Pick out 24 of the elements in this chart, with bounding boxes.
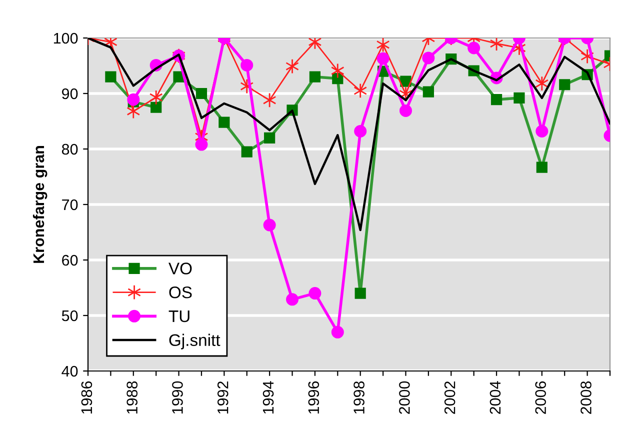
y-tick-label: 70 — [62, 199, 78, 210]
x-tick-label: 2002 — [444, 381, 456, 414]
y-tick-label: 90 — [62, 88, 78, 100]
legend-label: VO — [168, 262, 192, 274]
legend-label: TU — [168, 310, 190, 322]
x-tick-label: 1996 — [308, 381, 320, 414]
x-tick-label: 1992 — [217, 381, 228, 414]
y-tick-label: 60 — [62, 254, 78, 266]
x-tick-label: 2008 — [580, 381, 592, 414]
legend-label: Gj.snitt — [169, 334, 220, 350]
legend-label: OS — [169, 286, 192, 298]
y-tick-label: 80 — [62, 144, 78, 155]
y-tick-label: 40 — [62, 366, 78, 377]
x-tick-label: 1994 — [262, 381, 274, 414]
x-tick-label: 2000 — [399, 381, 410, 414]
y-tick-label: 50 — [62, 310, 78, 322]
x-tick-label: 1998 — [354, 381, 364, 414]
x-tick-label: 1990 — [172, 381, 183, 414]
y-axis-title: Kronefarge gran — [32, 146, 48, 263]
x-tick-label: 2006 — [535, 381, 546, 414]
x-tick-label: 1986 — [81, 381, 92, 414]
x-tick-label: 1988 — [126, 381, 138, 414]
y-tick-label: 100 — [54, 32, 78, 44]
x-tick-label: 2004 — [490, 381, 501, 414]
